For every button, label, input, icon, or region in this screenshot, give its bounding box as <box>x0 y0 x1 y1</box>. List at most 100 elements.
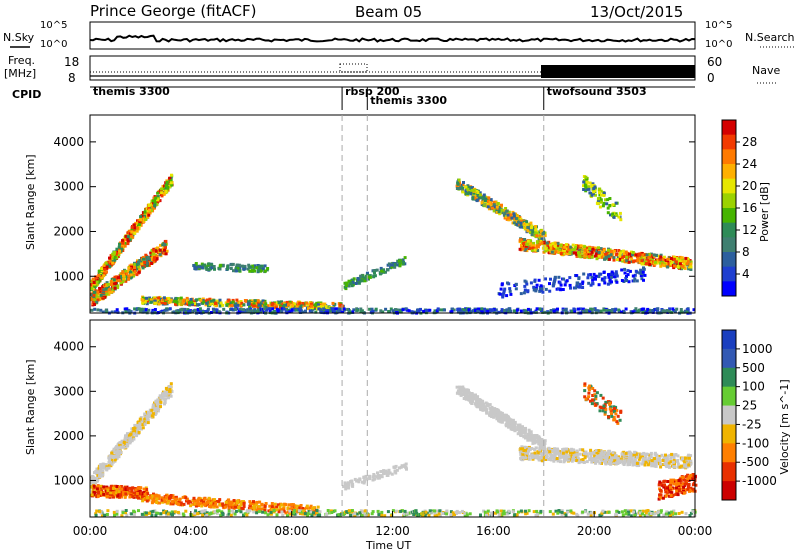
echo-cell <box>366 271 369 275</box>
echo-cell <box>120 244 124 248</box>
echo-cell <box>170 173 173 177</box>
echo-cell <box>126 231 130 235</box>
echo-cell <box>551 242 555 246</box>
echo-cell <box>137 496 140 500</box>
echo-cell <box>275 508 279 511</box>
echo-cell <box>209 299 213 303</box>
echo-cell <box>628 252 631 256</box>
echo-cell <box>211 307 215 311</box>
echo-cell <box>274 305 278 309</box>
echo-cell <box>585 187 589 191</box>
echo-cell <box>523 284 527 288</box>
echo-cell <box>475 199 479 203</box>
echo-cell <box>617 249 621 252</box>
echo-cell <box>459 183 463 187</box>
echo-cell <box>207 268 211 271</box>
echo-cell <box>349 281 353 285</box>
echo-cell <box>466 187 470 191</box>
echo-cell <box>152 260 156 264</box>
echo-cell <box>100 267 104 271</box>
echo-cell <box>529 242 532 246</box>
echo-cell <box>595 250 599 254</box>
echo-cell <box>680 256 684 260</box>
echo-cell <box>591 307 595 311</box>
echo-cell <box>215 505 219 509</box>
echo-cell <box>158 248 162 252</box>
echo-cell <box>264 502 268 505</box>
echo-cell <box>238 307 242 311</box>
echo-cell <box>584 175 588 179</box>
echo-cell <box>119 493 123 497</box>
echo-cell <box>237 263 241 267</box>
echo-cell <box>620 258 624 262</box>
echo-cell <box>380 513 384 517</box>
echo-cell <box>95 278 99 282</box>
echo-cell <box>99 474 103 478</box>
echo-cell <box>512 214 516 218</box>
echo-cell <box>578 254 582 258</box>
echo-cell <box>508 307 512 311</box>
echo-cell <box>495 211 499 214</box>
echo-cell <box>98 469 102 473</box>
echo-cell <box>551 512 555 516</box>
echo-cell <box>142 420 146 424</box>
echo-cell <box>140 307 144 311</box>
echo-cell <box>507 210 511 214</box>
echo-cell <box>268 307 272 311</box>
echo-cell <box>184 509 188 513</box>
echo-cell <box>93 491 97 495</box>
echo-cell <box>584 185 588 189</box>
echo-cell <box>222 307 226 311</box>
echo-cell <box>579 282 582 286</box>
echo-cell <box>479 513 482 517</box>
echo-cell <box>451 511 455 515</box>
echo-cell <box>175 310 178 314</box>
echo-cell <box>382 268 386 272</box>
echo-cell <box>160 187 164 191</box>
echo-cell <box>236 267 240 271</box>
echo-cell <box>121 488 125 492</box>
echo-cell <box>615 280 619 284</box>
echo-cell <box>151 199 155 203</box>
echo-cell <box>471 197 475 200</box>
echo-cell <box>237 309 241 313</box>
echo-cell <box>641 253 645 257</box>
echo-cell <box>552 246 556 250</box>
echo-cell <box>633 259 637 263</box>
echo-cell <box>142 255 146 259</box>
echo-cell <box>502 213 506 217</box>
freq-label: Freq. <box>8 54 35 67</box>
echo-cell <box>151 251 155 255</box>
echo-cell <box>95 280 99 284</box>
echo-cell <box>284 310 288 314</box>
echo-cell <box>631 310 635 314</box>
echo-cell <box>164 386 168 390</box>
echo-cell <box>142 257 145 261</box>
echo-cell <box>486 205 490 209</box>
echo-cell <box>492 209 496 213</box>
echo-cell <box>274 303 278 307</box>
echo-cell <box>230 263 234 267</box>
echo-cell <box>533 278 537 282</box>
echo-cell <box>261 267 265 271</box>
echo-cell <box>90 485 94 489</box>
echo-cell <box>239 300 243 303</box>
echo-cell <box>589 307 593 311</box>
echo-cell <box>462 181 465 184</box>
echo-cell <box>110 457 114 461</box>
echo-cell <box>659 255 663 259</box>
echo-cell <box>591 247 595 251</box>
echo-cell <box>390 265 394 269</box>
echo-cell <box>249 507 253 511</box>
echo-cell <box>532 288 536 292</box>
echo-cell <box>185 499 188 503</box>
echo-cell <box>145 488 149 491</box>
echo-cell <box>670 260 674 264</box>
echo-cell <box>558 248 562 252</box>
echo-cell <box>120 275 124 279</box>
echo-cell <box>120 495 123 499</box>
echo-cell <box>555 310 559 313</box>
echo-cell <box>270 508 274 512</box>
echo-cell <box>183 307 187 311</box>
echo-cell <box>356 308 360 312</box>
